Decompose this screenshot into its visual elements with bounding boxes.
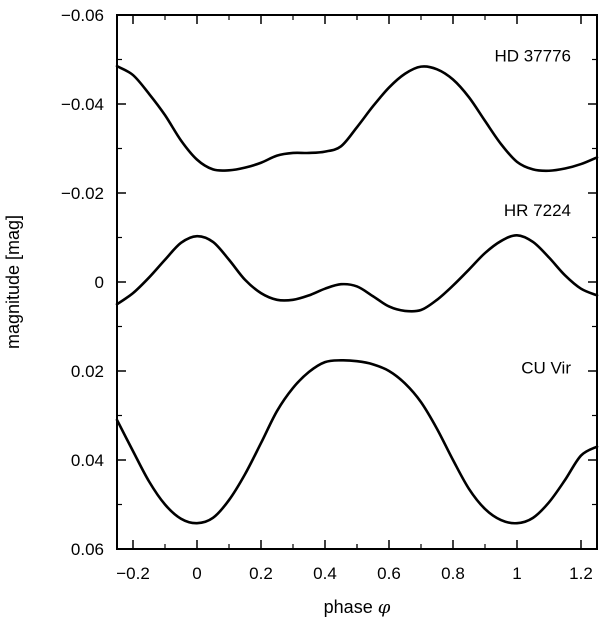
y-tick-label: −0.04 bbox=[61, 95, 104, 114]
x-tick-label: 1.2 bbox=[569, 564, 593, 583]
y-tick-label: 0.04 bbox=[71, 451, 104, 470]
y-tick-label: −0.02 bbox=[61, 184, 104, 203]
y-tick-label: −0.06 bbox=[61, 6, 104, 25]
x-tick-label: 0.8 bbox=[441, 564, 465, 583]
axis-ticks bbox=[117, 14, 597, 550]
series-label: CU Vir bbox=[521, 359, 571, 378]
x-tick-label: −0.2 bbox=[116, 564, 150, 583]
y-tick-label: 0.06 bbox=[71, 540, 104, 559]
x-tick-label: 0.4 bbox=[313, 564, 337, 583]
series-label: HR 7224 bbox=[504, 201, 571, 220]
x-axis-label: phase φ bbox=[324, 597, 391, 618]
series-line-hr-7224 bbox=[115, 233, 599, 313]
series-line-hd-37776 bbox=[115, 64, 599, 173]
series-line-cu-vir bbox=[115, 358, 599, 525]
y-tick-label: 0.02 bbox=[71, 362, 104, 381]
series-labels: HD 37776 HR 7224 CU Vir bbox=[494, 47, 571, 378]
x-axis-label-symbol: φ bbox=[378, 597, 391, 618]
x-tick-label: 1 bbox=[512, 564, 521, 583]
plot-frame bbox=[116, 14, 598, 550]
x-axis-label-text: phase bbox=[324, 597, 373, 617]
x-tick-label: 0 bbox=[192, 564, 201, 583]
series-label: HD 37776 bbox=[494, 47, 571, 66]
series-lines bbox=[115, 64, 599, 525]
x-tick-label: 0.2 bbox=[249, 564, 273, 583]
y-axis-label: magnitude [mag] bbox=[3, 215, 23, 349]
y-tick-label: 0 bbox=[95, 273, 104, 292]
x-tick-label: 0.6 bbox=[377, 564, 401, 583]
tick-labels: −0.2 0 0.2 0.4 0.6 0.8 1 1.2 −0.06 −0.04 −0.02 0 0.0… bbox=[61, 6, 593, 583]
